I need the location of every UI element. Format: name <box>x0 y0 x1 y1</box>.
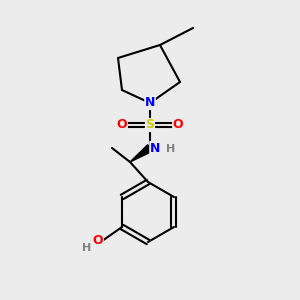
Polygon shape <box>130 145 152 162</box>
Text: O: O <box>117 118 127 131</box>
Text: O: O <box>173 118 183 131</box>
Text: N: N <box>150 142 160 154</box>
Text: H: H <box>82 243 91 253</box>
Text: H: H <box>166 144 175 154</box>
Text: N: N <box>145 97 155 110</box>
Text: S: S <box>146 118 154 131</box>
Text: O: O <box>93 233 103 247</box>
